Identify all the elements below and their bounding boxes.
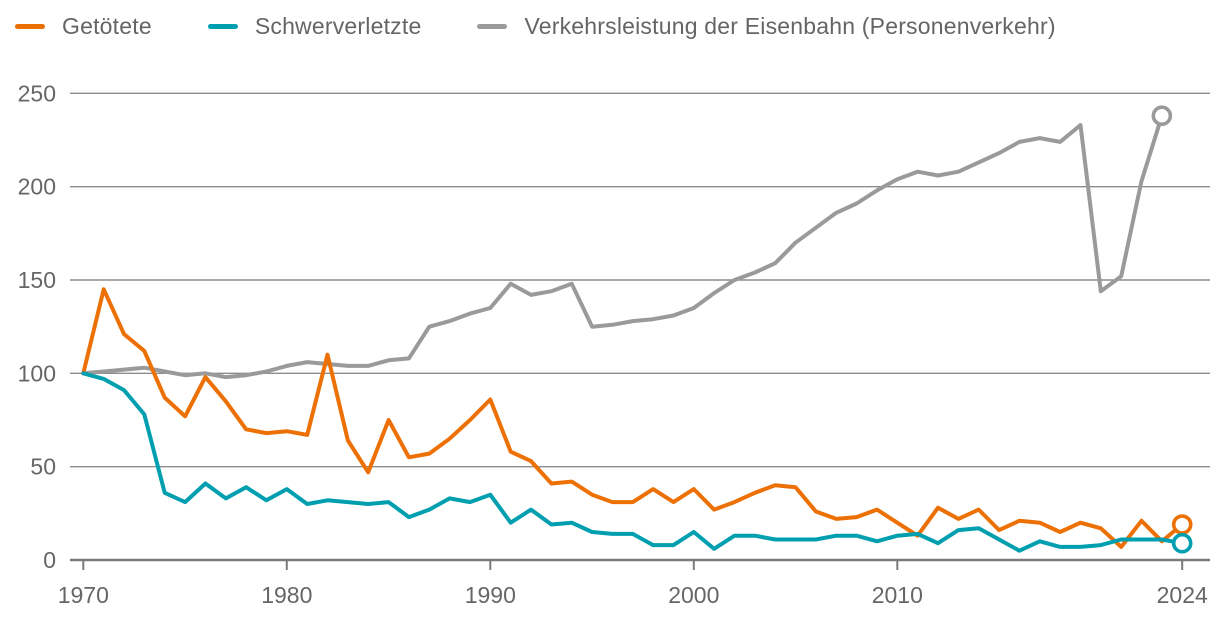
verkehrsleistung-line-swatch	[477, 24, 508, 29]
endpoint-marker-verkehrsleistung	[1151, 105, 1173, 127]
x-tick-label-1970: 1970	[58, 582, 109, 608]
y-tick-label-250: 250	[18, 80, 56, 106]
legend-item-getoetete: Getötete	[15, 13, 152, 40]
legend-label-schwerverletzte: Schwerverletzte	[254, 13, 422, 39]
y-tick-label-50: 50	[30, 454, 56, 480]
chart-legend: Getötete Schwerverletzte Verkehrsleistun…	[15, 13, 1056, 40]
legend-label-verkehrsleistung: Verkehrsleistung der Eisenbahn (Personen…	[524, 13, 1056, 39]
y-tick-label-100: 100	[18, 360, 56, 386]
legend-item-verkehrsleistung: Verkehrsleistung der Eisenbahn (Personen…	[477, 13, 1055, 40]
x-tick-label-2000: 2000	[668, 582, 719, 608]
y-tick-label-200: 200	[18, 174, 56, 200]
series-line-getoetete	[81, 287, 1185, 549]
endpoint-marker-getoetete	[1171, 514, 1193, 535]
series-line-verkehrsleistung	[81, 113, 1164, 380]
x-tick-label-1980: 1980	[261, 582, 312, 608]
series-line-schwerverletzte	[81, 371, 1185, 553]
y-tick-label-150: 150	[18, 267, 56, 293]
legend-label-getoetete: Getötete	[62, 13, 152, 39]
endpoint-marker-schwerverletzte	[1171, 532, 1193, 554]
x-tick-label-2010: 2010	[872, 582, 923, 608]
legend-item-schwerverletzte: Schwerverletzte	[207, 13, 422, 40]
x-tick-label-2024: 2024	[1157, 582, 1208, 608]
y-tick-label-0: 0	[43, 547, 56, 573]
schwerverletzte-line-swatch	[207, 24, 238, 29]
x-tick-label-1990: 1990	[465, 582, 516, 608]
getoetete-line-swatch	[15, 24, 45, 29]
